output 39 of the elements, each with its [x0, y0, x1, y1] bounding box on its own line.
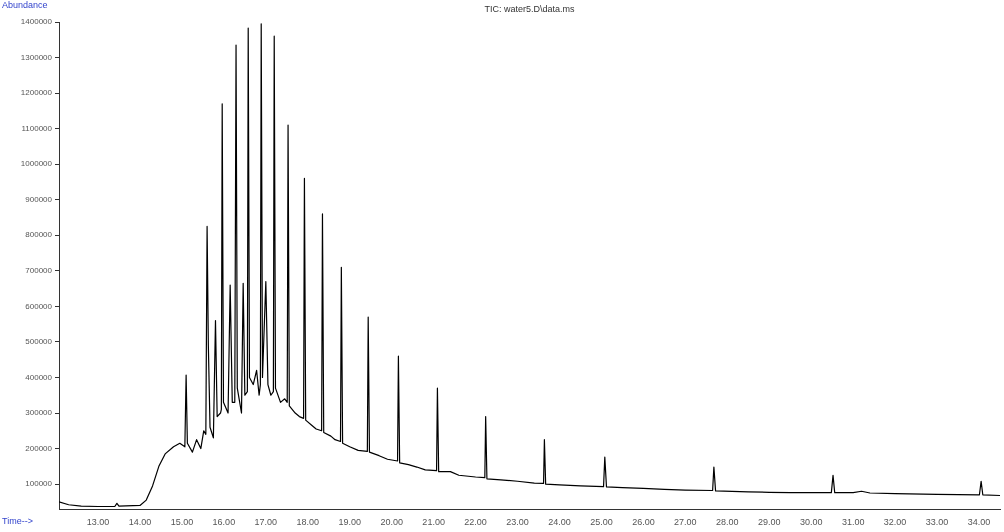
x-tick-label: 28.00: [716, 516, 739, 527]
chart-title: TIC: water5.D\data.ms: [484, 4, 576, 15]
x-tick-label: 32.00: [883, 516, 907, 527]
y-tick-label: 1100000: [21, 123, 53, 133]
x-tick-label: 20.00: [380, 516, 403, 527]
y-tick-label: 1300000: [20, 52, 53, 62]
y-tick-label: 400000: [25, 372, 53, 382]
y-tick-label: 200000: [25, 443, 53, 453]
x-tick-label: 22.00: [464, 516, 487, 527]
y-tick-label: 100000: [25, 479, 53, 489]
y-tick-label: 500000: [25, 337, 53, 347]
x-tick-label: 31.00: [841, 516, 865, 527]
x-tick-label: 27.00: [674, 516, 697, 527]
x-tick-label: 18.00: [296, 516, 320, 527]
y-tick-label: 700000: [25, 266, 53, 276]
x-tick-label: 30.00: [799, 516, 823, 527]
x-tick-label: 13.00: [86, 516, 110, 527]
x-axis-title: Time-->: [2, 516, 33, 527]
x-tick-label: 19.00: [338, 516, 361, 527]
y-tick-label: 300000: [25, 408, 53, 418]
y-tick-label: 600000: [25, 301, 53, 311]
y-tick-label: 1400000: [20, 17, 53, 27]
x-tick-label: 26.00: [632, 516, 655, 527]
x-tick-label: 33.00: [925, 516, 949, 527]
x-tick-label: 29.00: [757, 516, 781, 527]
x-tick-label: 15.00: [170, 516, 194, 527]
y-tick-label: 900000: [25, 194, 53, 204]
y-tick-label: 1200000: [20, 88, 53, 98]
x-tick-label: 34.00: [967, 516, 991, 527]
x-tick-label: 25.00: [590, 516, 613, 527]
y-tick-label: 1000000: [20, 159, 53, 169]
x-tick-label: 23.00: [506, 516, 529, 527]
y-tick-label: 800000: [25, 230, 53, 240]
y-axis-title: Abundance: [2, 0, 48, 11]
x-tick-label: 24.00: [548, 516, 571, 527]
x-tick-label: 14.00: [128, 516, 152, 527]
x-tick-label: 17.00: [254, 516, 278, 527]
x-tick-label: 21.00: [422, 516, 445, 527]
x-tick-label: 16.00: [212, 516, 236, 527]
